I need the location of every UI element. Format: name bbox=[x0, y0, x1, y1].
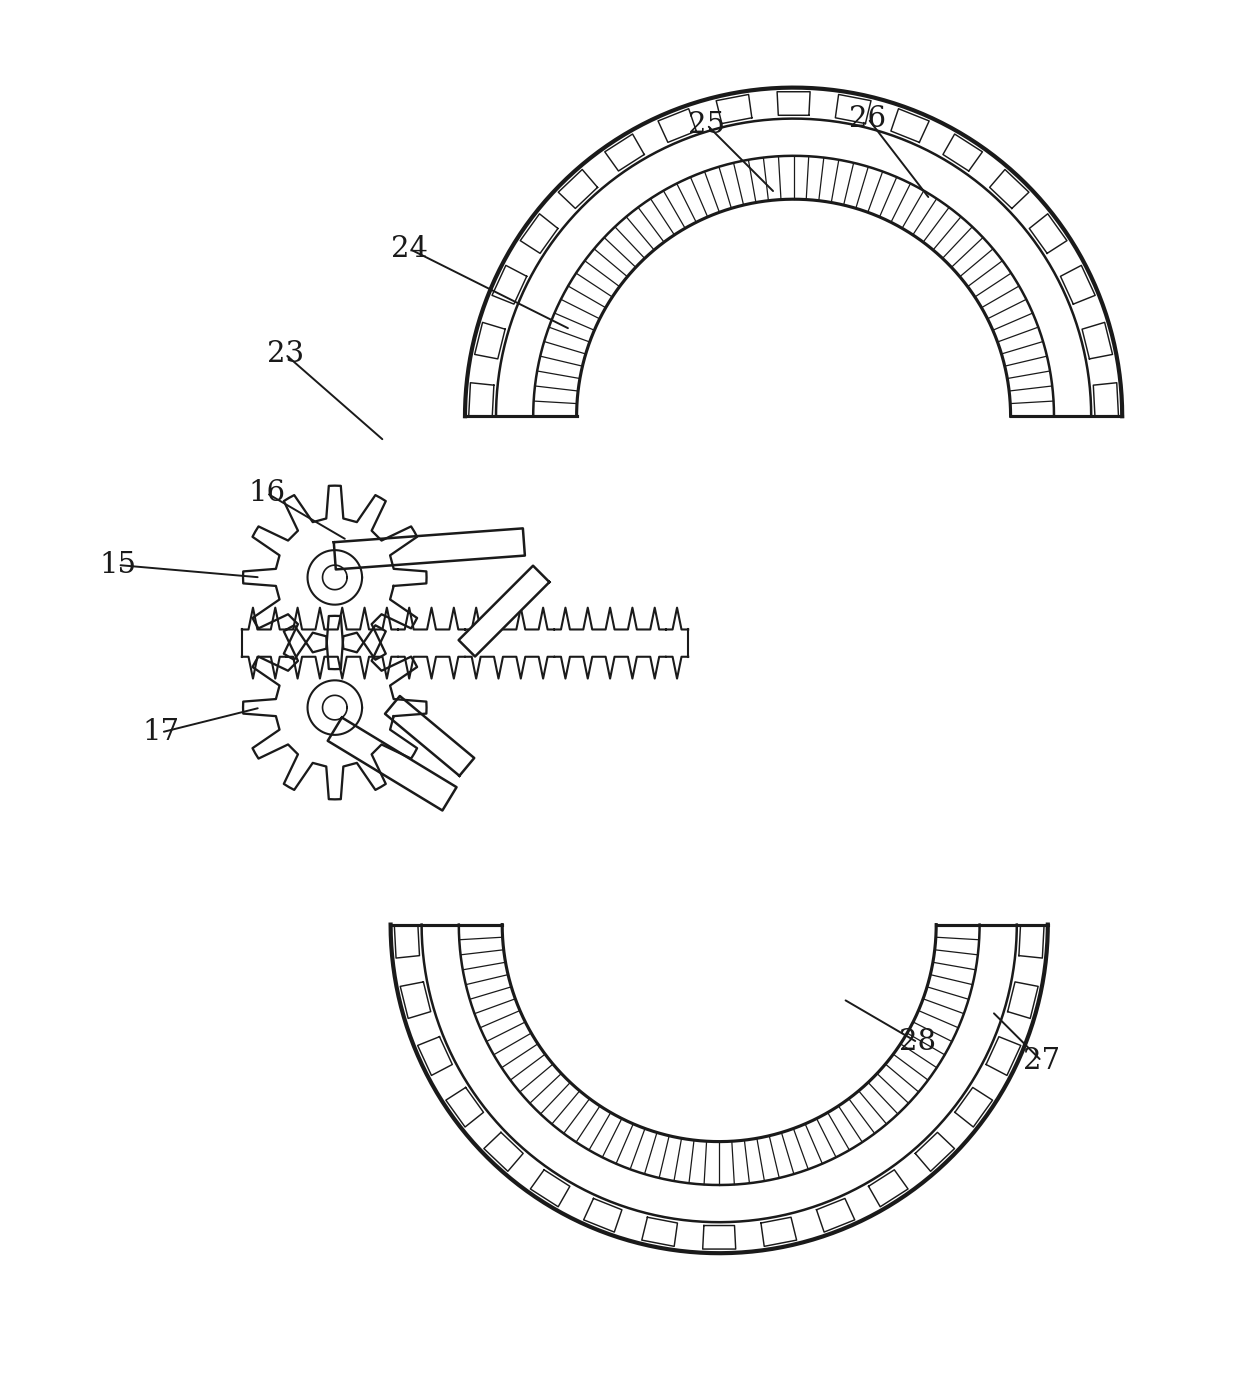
Polygon shape bbox=[327, 718, 456, 810]
Text: 17: 17 bbox=[143, 718, 180, 747]
Text: 26: 26 bbox=[849, 105, 887, 132]
Text: 16: 16 bbox=[248, 480, 285, 507]
Text: 27: 27 bbox=[1023, 1047, 1060, 1075]
Text: 23: 23 bbox=[267, 340, 304, 368]
Text: 25: 25 bbox=[688, 110, 725, 139]
Polygon shape bbox=[334, 528, 525, 569]
Text: 24: 24 bbox=[391, 234, 428, 263]
Text: 28: 28 bbox=[899, 1028, 936, 1057]
Text: 15: 15 bbox=[99, 551, 136, 579]
Polygon shape bbox=[459, 566, 549, 656]
Polygon shape bbox=[384, 696, 474, 776]
